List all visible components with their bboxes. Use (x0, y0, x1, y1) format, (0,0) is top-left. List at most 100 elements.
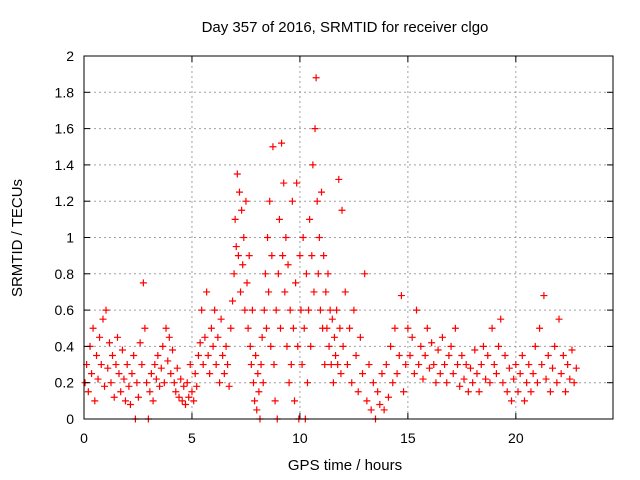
y-tick-label: 0.6 (55, 302, 75, 318)
data-point (376, 400, 384, 408)
data-point (300, 324, 308, 332)
data-point (293, 179, 301, 187)
data-point (249, 379, 257, 387)
data-point (445, 351, 453, 359)
data-point (335, 175, 343, 183)
data-point (134, 393, 142, 401)
data-point (248, 306, 256, 314)
data-point (260, 306, 268, 314)
data-point (217, 315, 225, 323)
data-point (538, 361, 546, 369)
data-point (160, 379, 168, 387)
y-axis-label: SRMTID / TECUs (9, 179, 26, 297)
data-point (282, 234, 290, 241)
data-point (434, 346, 442, 354)
data-point (367, 406, 375, 414)
data-point (313, 197, 321, 205)
data-point (402, 361, 410, 369)
data-point (214, 333, 222, 341)
data-point (252, 351, 260, 359)
data-point (306, 215, 314, 223)
data-point (241, 306, 249, 314)
data-point (462, 361, 470, 369)
data-point (125, 382, 133, 390)
data-point (456, 382, 464, 390)
data-point (201, 333, 209, 341)
data-point (321, 361, 329, 369)
data-point (443, 379, 451, 387)
data-point (292, 279, 300, 287)
data-point (244, 324, 252, 332)
data-point (289, 324, 297, 332)
data-point (99, 315, 107, 323)
data-point (564, 361, 572, 369)
data-point (471, 346, 479, 354)
y-tick-label: 1.2 (55, 193, 75, 209)
data-point (486, 379, 494, 387)
y-axis-ticks: 0 0.2 0.4 0.6 0.8 1 1.2 1.4 1.6 1.8 2 (55, 48, 613, 427)
data-point (104, 364, 112, 372)
data-point (233, 170, 241, 178)
data-point (501, 351, 509, 359)
data-point (224, 361, 232, 369)
data-point (568, 346, 576, 354)
y-tick-label: 1.6 (55, 121, 75, 137)
data-point (225, 382, 233, 390)
data-point (193, 382, 201, 390)
data-point (441, 361, 449, 369)
data-point (297, 306, 305, 314)
data-point (428, 339, 436, 347)
data-point (451, 324, 459, 332)
data-point (220, 370, 228, 378)
data-point (152, 375, 160, 383)
data-point (311, 125, 319, 133)
data-point (266, 197, 274, 205)
data-point (553, 379, 561, 387)
data-point (384, 393, 392, 401)
data-point (264, 234, 272, 241)
data-point (516, 370, 524, 378)
data-point (294, 342, 302, 350)
data-point (276, 324, 284, 332)
data-point (387, 342, 395, 350)
data-point (107, 379, 115, 387)
data-point (326, 306, 334, 314)
data-point (243, 279, 251, 287)
data-point (417, 342, 425, 350)
data-point (572, 364, 580, 372)
data-point (393, 370, 401, 378)
y-tick-label: 0.8 (55, 266, 75, 282)
data-point (101, 382, 109, 390)
data-point (170, 379, 178, 387)
data-point (298, 361, 306, 369)
data-point (310, 288, 318, 296)
data-point (229, 297, 237, 305)
data-point (156, 382, 164, 390)
data-point (113, 333, 121, 341)
data-point (546, 388, 554, 396)
data-point (188, 388, 196, 396)
data-point (212, 361, 220, 369)
data-point (183, 379, 191, 387)
data-point (327, 361, 335, 369)
data-point (479, 342, 487, 350)
data-point (466, 364, 474, 372)
data-point (237, 288, 245, 296)
data-point (329, 379, 337, 387)
data-point (181, 400, 189, 408)
data-point (143, 379, 151, 387)
data-point (238, 206, 246, 214)
data-point (115, 370, 123, 378)
data-point (363, 397, 371, 405)
data-point (91, 397, 99, 405)
data-point (281, 288, 289, 296)
data-point (186, 361, 194, 369)
x-tick-label: 0 (80, 430, 88, 446)
data-point (173, 364, 181, 372)
data-point (165, 333, 173, 341)
data-point (167, 370, 175, 378)
data-point (191, 370, 199, 378)
data-point (419, 375, 427, 383)
data-point (382, 361, 390, 369)
data-point (570, 379, 578, 387)
